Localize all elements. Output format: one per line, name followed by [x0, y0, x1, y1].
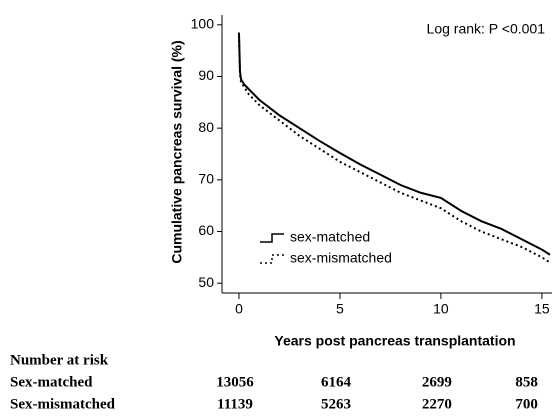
annotation: Log rank: P <0.001	[427, 21, 546, 37]
y-tick-label: 50	[198, 274, 214, 290]
y-tick-label: 100	[191, 16, 215, 32]
x-tick-label: 0	[235, 301, 243, 317]
x-tick-label: 10	[433, 301, 449, 317]
y-tick-label: 60	[198, 222, 214, 238]
risk-value: 6164	[321, 374, 352, 390]
risk-value: 13056	[216, 374, 254, 390]
legend-symbol	[260, 233, 284, 243]
y-tick-label: 80	[198, 119, 214, 135]
risk-row-label: Sex-matched	[10, 374, 93, 390]
risk-row-label: Sex-mismatched	[10, 396, 116, 412]
legend-symbol	[260, 254, 284, 264]
risk-value: 2699	[422, 374, 452, 390]
survival-curve	[237, 32, 551, 256]
x-tick-label: 15	[534, 301, 550, 317]
legend-label: sex-mismatched	[290, 250, 392, 266]
risk-value: 5263	[321, 396, 351, 412]
x-tick-label: 5	[336, 301, 344, 317]
risk-value: 858	[515, 374, 538, 390]
y-tick-label: 70	[198, 171, 214, 187]
y-axis-label: Cumulative pancreas survival (%)	[169, 40, 185, 263]
y-tick-label: 90	[198, 67, 214, 83]
risk-value: 700	[515, 396, 538, 412]
x-axis-label: Years post pancreas transplantation	[274, 333, 515, 349]
legend-label: sex-matched	[290, 229, 370, 245]
survival-curve	[237, 35, 551, 264]
risk-value: 2270	[422, 396, 452, 412]
risk-value: 11139	[217, 396, 253, 412]
risk-table-header: Number at risk	[10, 352, 109, 368]
